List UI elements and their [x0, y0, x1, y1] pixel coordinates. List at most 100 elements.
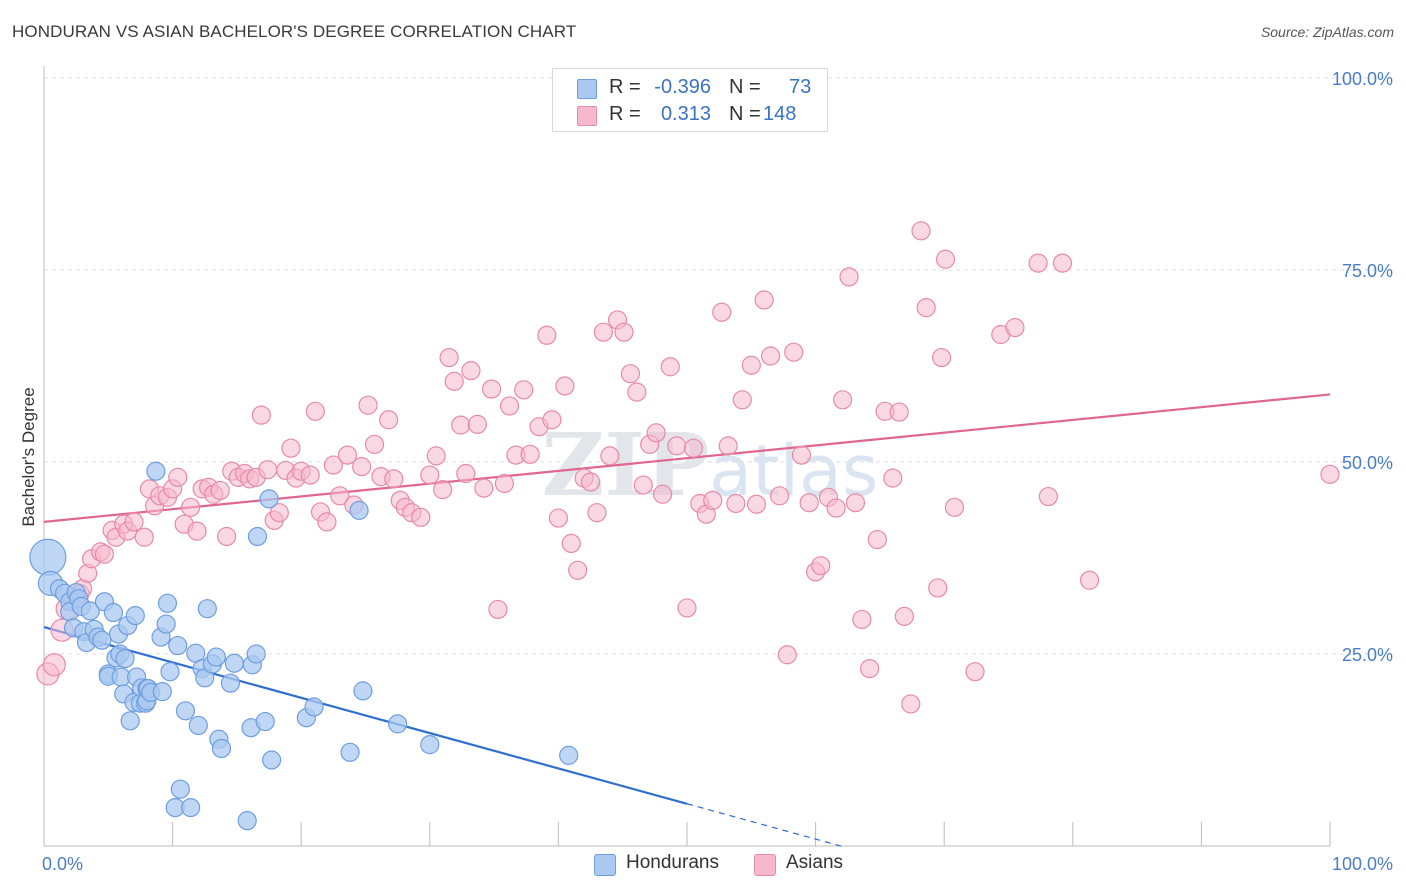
asians-point	[269, 503, 289, 523]
asians-point	[251, 405, 271, 425]
asians-point	[411, 507, 431, 527]
chart-title: HONDURAN VS ASIAN BACHELOR'S DEGREE CORR…	[12, 22, 577, 41]
asians-point	[614, 322, 634, 342]
asians-point	[542, 410, 562, 430]
asians-point	[461, 361, 481, 381]
asians-point	[712, 302, 732, 322]
asians-point	[305, 401, 325, 421]
asians-point	[660, 357, 680, 377]
asians-point	[703, 490, 723, 510]
hondurans-point	[29, 538, 67, 576]
asians-trend-line	[43, 393, 1331, 523]
hondurans-point	[197, 599, 217, 619]
asians-point	[499, 396, 520, 416]
hondurans-point	[160, 662, 180, 682]
hondurans-point	[259, 489, 279, 509]
asians-point	[561, 533, 581, 554]
asians-point	[677, 598, 697, 618]
asians-point	[134, 527, 154, 547]
n-value: 148	[763, 103, 797, 125]
y-tick-label: 75.0%	[1342, 261, 1393, 281]
asians-point	[426, 446, 446, 466]
asians-point	[1052, 253, 1073, 273]
asians-point	[600, 446, 620, 466]
asians-point	[514, 380, 534, 400]
asians-point	[474, 478, 494, 498]
hondurans-point	[120, 711, 140, 731]
asians-point	[769, 486, 790, 506]
asians-point	[467, 414, 487, 434]
y-tick-label: 100.0%	[1332, 69, 1393, 89]
hondurans-trend-extension	[686, 803, 842, 847]
asians-point	[811, 556, 831, 576]
asians-point	[323, 455, 343, 475]
asians-swatch	[754, 854, 776, 876]
hondurans-point	[353, 681, 373, 701]
asians-point	[384, 469, 404, 489]
y-axis-label: Bachelor's Degree	[19, 387, 38, 526]
asians-point	[439, 347, 459, 368]
asians-point	[1079, 570, 1100, 590]
asians-point	[867, 529, 887, 550]
hondurans-point	[175, 701, 196, 721]
asians-point	[451, 415, 471, 435]
asians-point	[488, 599, 508, 620]
axes	[43, 66, 1331, 847]
legend-hondurans-label: Hondurans	[626, 852, 719, 873]
asians-point	[568, 560, 588, 580]
asians-point	[845, 493, 866, 513]
hondurans-point	[152, 682, 172, 702]
r-label: R =	[609, 103, 641, 125]
x-tick-label-start: 0.0%	[42, 854, 83, 874]
asians-point	[652, 484, 673, 504]
hondurans-point	[388, 714, 408, 734]
asians-point	[1038, 486, 1058, 507]
asians-point	[944, 497, 965, 517]
hondurans-point	[80, 601, 100, 621]
hondurans-point	[92, 630, 112, 650]
asians-point	[928, 578, 948, 598]
asians-point	[791, 445, 812, 465]
asians-point	[444, 371, 464, 391]
asians-point	[894, 606, 914, 626]
hondurans-swatch	[577, 79, 597, 99]
asians-point	[726, 493, 746, 514]
asians-point	[1005, 318, 1025, 338]
asians-point	[901, 694, 921, 714]
asians-swatch	[577, 106, 597, 126]
asians-point	[935, 249, 956, 269]
asians-point	[520, 444, 540, 464]
asians-point	[760, 346, 781, 366]
asians-point	[210, 480, 230, 501]
hondurans-trend-line	[43, 626, 688, 805]
asians-point	[911, 221, 931, 241]
source-label: Source: ZipAtlas.com	[1260, 24, 1394, 40]
asians-point	[683, 438, 704, 458]
asians-point	[916, 298, 936, 318]
asians-point	[433, 480, 453, 500]
n-label: N =	[729, 103, 761, 125]
hondurans-point	[146, 461, 166, 481]
hondurans-point	[156, 614, 176, 634]
series-legend: Hondurans Asians	[0, 852, 1406, 878]
asians-point	[667, 436, 687, 456]
asians-point	[839, 267, 859, 287]
asians-point	[217, 526, 237, 547]
asians-point	[889, 402, 909, 422]
asians-point	[168, 467, 188, 487]
watermark-zip: ZIP	[542, 415, 710, 516]
hondurans-point	[220, 673, 241, 693]
hondurans-point	[211, 738, 232, 759]
asians-point	[481, 379, 502, 399]
legend-row-asians: R = 0.313 N = 148	[553, 102, 827, 128]
asians-point	[777, 645, 797, 665]
legend-asians-label: Asians	[786, 852, 844, 873]
hondurans-point	[262, 750, 282, 770]
asians-point	[258, 460, 278, 480]
asians-point	[42, 653, 66, 677]
asians-point	[718, 436, 738, 456]
asians-point	[633, 475, 653, 495]
asians-point	[746, 494, 767, 514]
r-label: R =	[609, 76, 641, 98]
tick-labels: 25.0% 50.0% 75.0% 100.0% 0.0% 100.0%	[42, 69, 1393, 874]
